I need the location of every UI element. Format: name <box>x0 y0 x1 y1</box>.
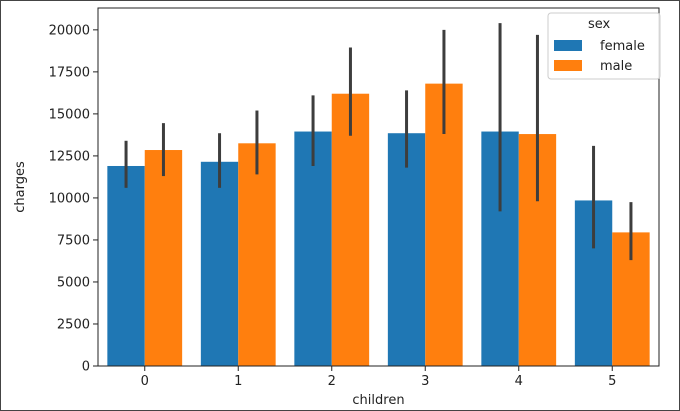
y-tick-label: 0 <box>82 360 90 375</box>
x-tick-label: 2 <box>328 374 336 389</box>
bars-layer <box>107 83 650 367</box>
legend-label-male: male <box>600 59 632 74</box>
x-tick-label: 0 <box>141 374 149 389</box>
y-tick-label: 7500 <box>57 233 90 248</box>
bar-male-1 <box>238 143 276 366</box>
legend-swatch-female <box>554 40 582 51</box>
plot-area-border <box>97 7 660 367</box>
x-tick-label: 3 <box>421 374 429 389</box>
bar-female-1 <box>200 161 239 366</box>
bar-female-0 <box>107 165 145 366</box>
y-tick-label: 5000 <box>57 275 90 290</box>
y-tick-label: 2500 <box>57 317 90 332</box>
y-tick-label: 20000 <box>49 23 90 38</box>
bar-female-2 <box>294 131 332 366</box>
y-tick-label: 12500 <box>49 149 90 164</box>
legend-title: sex <box>588 17 611 32</box>
x-tick-label: 1 <box>234 374 242 389</box>
bar-male-0 <box>144 150 183 366</box>
legend-swatch-male <box>554 60 582 71</box>
y-tick-label: 17500 <box>49 65 90 80</box>
x-tick-layer: 0 1 2 3 4 5 <box>141 366 616 389</box>
x-tick-label: 4 <box>515 374 523 389</box>
legend-label-female: female <box>600 39 645 54</box>
x-axis-label: children <box>352 393 404 408</box>
error-bars-layer <box>124 23 633 261</box>
y-tick-layer: 0 2500 5000 7500 10000 12500 15000 17500 20000 <box>49 23 98 375</box>
y-tick-label: 15000 <box>49 107 90 122</box>
legend: sex female male <box>547 12 661 80</box>
y-axis-label: charges <box>13 161 28 213</box>
y-tick-label: 10000 <box>49 191 90 206</box>
x-tick-label: 5 <box>608 374 616 389</box>
bar-male-2 <box>331 93 370 366</box>
bar-female-3 <box>387 133 426 366</box>
